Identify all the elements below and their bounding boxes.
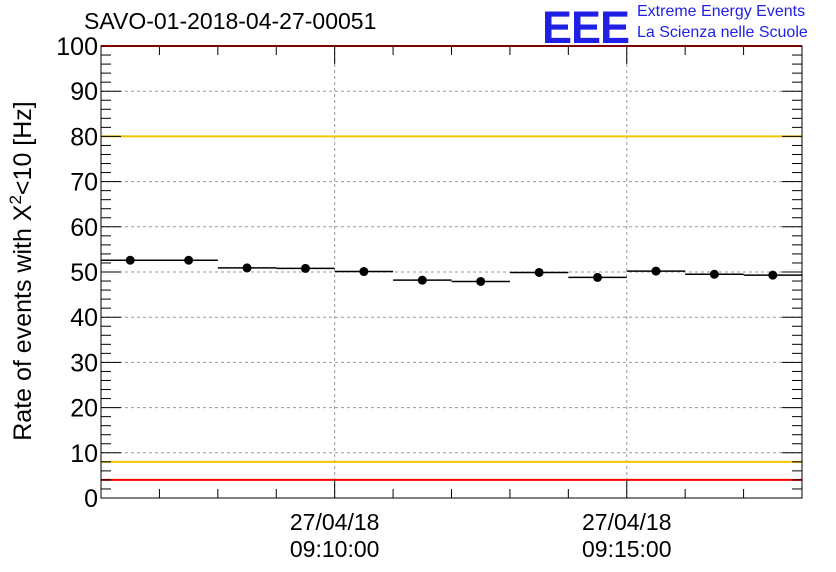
- y-tick-label: 50: [70, 259, 98, 287]
- y-tick-label: 60: [70, 214, 98, 242]
- y-tick-label: 30: [70, 349, 98, 377]
- data-point: [768, 270, 778, 280]
- data-point: [125, 255, 135, 265]
- logo-line-1: Extreme Energy Events: [637, 3, 806, 20]
- chart-title: SAVO-01-2018-04-27-00051: [84, 8, 377, 34]
- x-tick-label-date: 27/04/18: [582, 509, 672, 535]
- logo-line-2: La Scienza nelle Scuole: [637, 24, 808, 41]
- data-point: [651, 266, 661, 276]
- x-tick-label-time: 09:10:00: [290, 536, 380, 562]
- axis-ticks: [100, 45, 803, 499]
- data-point: [593, 272, 603, 282]
- y-tick-label: 70: [70, 169, 98, 197]
- y-tick-label: 40: [70, 304, 98, 332]
- grid: [101, 46, 802, 498]
- data-series: [101, 255, 802, 286]
- data-point: [184, 255, 194, 265]
- y-tick-label: 80: [70, 123, 98, 151]
- data-point: [534, 267, 544, 277]
- y-tick-label: 10: [70, 440, 98, 468]
- x-tick-label-time: 09:15:00: [582, 536, 672, 562]
- data-point: [300, 263, 310, 273]
- y-tick-label: 90: [70, 78, 98, 106]
- x-tick-label-date: 27/04/18: [290, 509, 380, 535]
- y-tick-label: 20: [70, 395, 98, 423]
- data-point: [476, 276, 486, 286]
- y-tick-label: 0: [84, 485, 98, 513]
- y-tick-label: 100: [56, 33, 98, 61]
- eee-logo: EEE: [542, 2, 630, 53]
- data-point: [709, 269, 719, 279]
- data-point: [417, 275, 427, 285]
- y-axis-label: Rate of events with X2<10 [Hz]: [6, 101, 37, 441]
- y-tick-labels: 0 10 20 30 40 50 60 70 80 90 100: [56, 33, 98, 513]
- data-point: [242, 263, 252, 273]
- data-point: [359, 267, 369, 277]
- reference-lines: [101, 45, 802, 481]
